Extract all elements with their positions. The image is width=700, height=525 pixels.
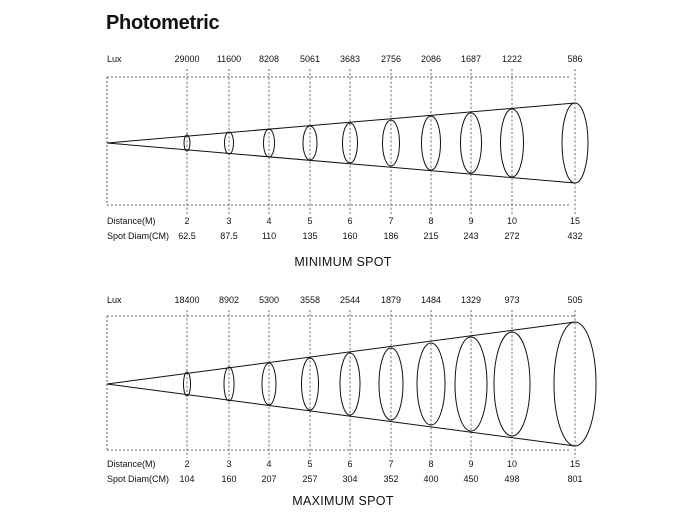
- spot-ellipse: [224, 131, 234, 155]
- lux-value: 5061: [300, 54, 320, 64]
- distance-label: Distance(M): [107, 216, 156, 226]
- lux-value: 1687: [461, 54, 481, 64]
- spot-diam-value: 186: [383, 231, 398, 241]
- distance-value: 9: [468, 459, 473, 469]
- spot-diam-value: 104: [179, 474, 194, 484]
- distance-value: 5: [307, 216, 312, 226]
- spot-ellipse: [561, 102, 589, 184]
- spot-diam-value: 498: [504, 474, 519, 484]
- distance-value: 4: [266, 216, 271, 226]
- distance-value: 2: [184, 459, 189, 469]
- lux-value: 1484: [421, 295, 441, 305]
- lux-label: Lux: [107, 295, 122, 305]
- spot-ellipse: [500, 108, 524, 178]
- lux-value: 1222: [502, 54, 522, 64]
- spot-ellipse: [261, 362, 277, 406]
- distance-value: 3: [226, 459, 231, 469]
- distance-label: Distance(M): [107, 459, 156, 469]
- lux-value: 18400: [174, 295, 199, 305]
- page-title: Photometric: [106, 12, 220, 34]
- distance-value: 6: [347, 459, 352, 469]
- lux-value: 8902: [219, 295, 239, 305]
- spot-diam-value: 110: [262, 231, 276, 241]
- distance-value: 4: [266, 459, 271, 469]
- spot-diam-value: 87.5: [220, 231, 238, 241]
- spot-diam-value: 400: [423, 474, 438, 484]
- distance-value: 8: [428, 459, 433, 469]
- lux-value: 3558: [300, 295, 320, 305]
- spot-diam-value: 160: [342, 231, 357, 241]
- spot-diam-value: 352: [383, 474, 398, 484]
- spot-diam-value: 207: [261, 474, 276, 484]
- beam-bottom-edge: [106, 383, 576, 447]
- lux-value: 2544: [340, 295, 360, 305]
- lux-value: 2086: [421, 54, 441, 64]
- distance-value: 8: [428, 216, 433, 226]
- spot-ellipse: [553, 321, 597, 447]
- lux-label: Lux: [107, 54, 122, 64]
- distance-value: 7: [388, 216, 393, 226]
- lux-value: 11600: [217, 54, 241, 64]
- distance-value: 10: [507, 216, 517, 226]
- lux-value: 5300: [259, 295, 279, 305]
- spot-ellipse: [454, 336, 488, 432]
- spot-diam-value: 135: [302, 231, 317, 241]
- distance-value: 10: [507, 459, 517, 469]
- distance-value: 7: [388, 459, 393, 469]
- lux-value: 3683: [340, 54, 360, 64]
- spot-diam-value: 432: [567, 231, 582, 241]
- spot-diam-value: 62.5: [178, 231, 196, 241]
- spot-ellipse: [493, 331, 531, 437]
- spot-diam-value: 272: [504, 231, 519, 241]
- spot-ellipse: [339, 352, 361, 416]
- spot-diam-value: 160: [221, 474, 236, 484]
- spot-ellipse: [421, 115, 441, 171]
- distance-value: 3: [226, 216, 231, 226]
- distance-value: 15: [570, 459, 580, 469]
- spot-diam-value: 801: [567, 474, 582, 484]
- beam-bottom-edge: [106, 142, 576, 184]
- distance-value: 2: [184, 216, 189, 226]
- lux-value: 586: [567, 54, 582, 64]
- distance-value: 15: [570, 216, 580, 226]
- spot-diam-value: 304: [342, 474, 357, 484]
- spot-diam-value: 243: [463, 231, 478, 241]
- spot-diam-label: Spot Diam(CM): [107, 474, 169, 484]
- lux-value: 1879: [381, 295, 401, 305]
- spot-ellipse: [342, 122, 358, 164]
- lux-value: 2756: [381, 54, 401, 64]
- spot-ellipse: [183, 371, 191, 397]
- spot-diam-label: Spot Diam(CM): [107, 231, 169, 241]
- beam-top-edge: [106, 102, 576, 144]
- spot-ellipse: [183, 134, 191, 152]
- spot-ellipse: [378, 347, 404, 421]
- distance-value: 9: [468, 216, 473, 226]
- beam-top-edge: [106, 321, 576, 385]
- lux-value: 8208: [259, 54, 279, 64]
- spot-ellipse: [302, 125, 318, 161]
- spot-ellipse: [223, 366, 235, 402]
- spot-ellipse: [416, 342, 446, 426]
- lux-value: 973: [504, 295, 519, 305]
- spot-ellipse: [301, 357, 319, 411]
- lux-value: 29000: [174, 54, 199, 64]
- lux-value: 1329: [461, 295, 481, 305]
- spot-ellipse: [460, 112, 482, 174]
- spot-diam-value: 450: [463, 474, 478, 484]
- distance-value: 6: [347, 216, 352, 226]
- maximum-spot-caption: MAXIMUM SPOT: [292, 494, 394, 508]
- distance-value: 5: [307, 459, 312, 469]
- spot-diam-value: 257: [302, 474, 317, 484]
- lux-value: 505: [567, 295, 582, 305]
- spot-ellipse: [382, 119, 400, 167]
- minimum-spot-caption: MINIMUM SPOT: [294, 255, 391, 269]
- spot-ellipse: [263, 128, 275, 158]
- spot-diam-value: 215: [423, 231, 438, 241]
